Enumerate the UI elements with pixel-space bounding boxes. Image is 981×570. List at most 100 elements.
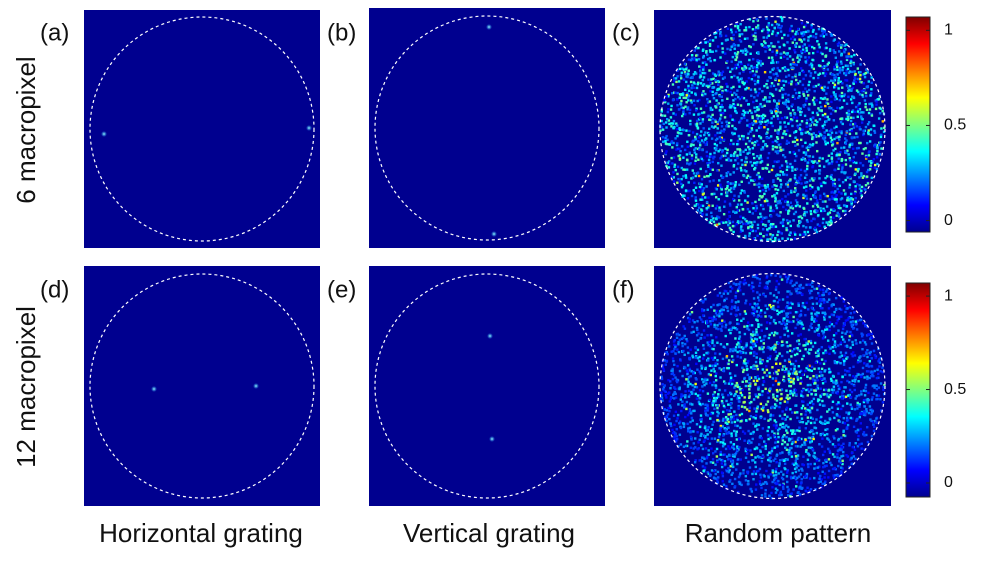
speckle — [771, 124, 774, 128]
speckle — [787, 275, 791, 278]
speckle — [829, 377, 833, 381]
speckle — [718, 352, 722, 356]
speckle — [815, 230, 819, 234]
speckle — [743, 37, 747, 41]
speckle — [694, 459, 697, 462]
speckle — [765, 123, 768, 127]
speckle — [854, 72, 857, 76]
speckle — [716, 470, 720, 474]
speckle — [661, 128, 665, 131]
speckle — [777, 494, 781, 497]
speckle — [794, 346, 798, 350]
speckle — [823, 209, 826, 212]
speckle — [883, 383, 886, 387]
speckle — [807, 446, 810, 449]
speckle — [672, 340, 676, 343]
speckle — [689, 122, 692, 126]
speckle — [877, 117, 881, 120]
speckle — [824, 143, 828, 146]
speckle — [701, 118, 705, 121]
speckle — [747, 103, 750, 106]
speckle — [859, 359, 862, 363]
speckle — [762, 207, 765, 211]
speckle — [775, 213, 779, 216]
speckle — [766, 409, 770, 412]
speckle — [853, 354, 857, 357]
speckle — [726, 292, 730, 295]
speckle — [844, 332, 847, 335]
speckle — [697, 203, 700, 206]
speckle — [731, 444, 735, 448]
speckle — [742, 368, 745, 372]
speckle — [800, 120, 804, 123]
speckle — [772, 194, 776, 197]
speckle — [734, 159, 737, 162]
speckle — [744, 148, 747, 152]
speckle — [793, 364, 797, 368]
speckle — [701, 120, 704, 123]
speckle — [852, 161, 856, 164]
speckle — [708, 44, 712, 48]
speckle — [787, 370, 790, 373]
speckle — [821, 137, 825, 140]
speckle — [696, 328, 699, 332]
speckle — [782, 84, 786, 87]
speckle — [710, 428, 713, 431]
speckle — [714, 118, 717, 122]
speckle — [774, 129, 777, 132]
speckle — [800, 216, 804, 220]
speckle — [675, 428, 678, 431]
speckle — [719, 114, 723, 117]
speckle — [799, 38, 803, 42]
speckle — [804, 74, 808, 77]
speckle — [840, 394, 844, 397]
speckle — [797, 436, 800, 440]
speckle — [775, 112, 778, 115]
speckle — [858, 93, 862, 96]
speckle — [744, 163, 747, 167]
speckle — [763, 45, 766, 48]
speckle — [730, 398, 733, 401]
speckle — [840, 132, 843, 135]
speckle — [826, 159, 830, 162]
speckle — [768, 100, 771, 103]
speckle — [821, 432, 825, 435]
speckle — [807, 352, 811, 355]
speckle — [779, 121, 782, 124]
speckle — [814, 381, 817, 385]
speckle — [743, 235, 747, 239]
speckle — [732, 282, 735, 285]
speckle — [671, 146, 674, 149]
speckle — [693, 162, 697, 165]
speckle — [734, 109, 737, 113]
speckle — [766, 287, 769, 290]
speckle — [711, 452, 715, 455]
speckle — [815, 466, 818, 469]
speckle — [691, 354, 694, 357]
speckle — [754, 461, 757, 464]
speckle — [692, 81, 696, 84]
speckle — [829, 32, 833, 36]
speckle — [765, 233, 768, 237]
speckle — [730, 37, 733, 40]
speckle — [776, 301, 780, 304]
speckle — [758, 134, 761, 138]
speckle — [807, 368, 810, 371]
speckle — [825, 328, 829, 331]
speckle — [768, 459, 771, 462]
speckle — [725, 186, 729, 190]
speckle — [709, 106, 712, 110]
speckle — [857, 90, 860, 94]
speckle — [800, 182, 803, 185]
speckle — [682, 425, 686, 429]
speckle — [773, 403, 777, 406]
speckle — [722, 367, 726, 370]
speckle — [671, 98, 675, 102]
speckle — [812, 397, 816, 401]
speckle — [705, 53, 709, 56]
speckle — [804, 61, 808, 65]
speckle — [752, 289, 755, 293]
speckle — [727, 467, 730, 470]
speckle — [813, 96, 816, 100]
